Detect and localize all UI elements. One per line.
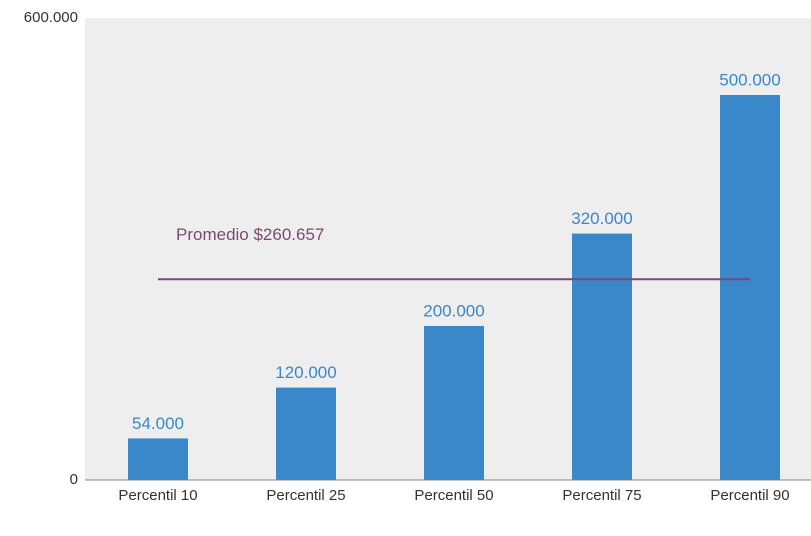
- average-label: Promedio $260.657: [176, 225, 324, 244]
- x-tick-label: Percentil 75: [562, 487, 641, 504]
- value-label: 320.000: [571, 209, 632, 228]
- y-tick-label: 600.000: [24, 9, 78, 26]
- bar: [424, 326, 484, 480]
- value-label: 120.000: [275, 363, 336, 382]
- value-label: 200.000: [423, 301, 484, 320]
- value-label: 54.000: [132, 414, 184, 433]
- bar: [276, 387, 336, 480]
- bar: [720, 95, 780, 480]
- x-tick-label: Percentil 10: [118, 487, 197, 504]
- x-tick-label: Percentil 90: [710, 487, 789, 504]
- x-tick-label: Percentil 25: [266, 487, 345, 504]
- y-tick-label: 0: [70, 471, 78, 488]
- bar: [572, 233, 632, 480]
- value-label: 500.000: [719, 70, 780, 89]
- x-tick-label: Percentil 50: [414, 487, 493, 504]
- bar: [128, 438, 188, 480]
